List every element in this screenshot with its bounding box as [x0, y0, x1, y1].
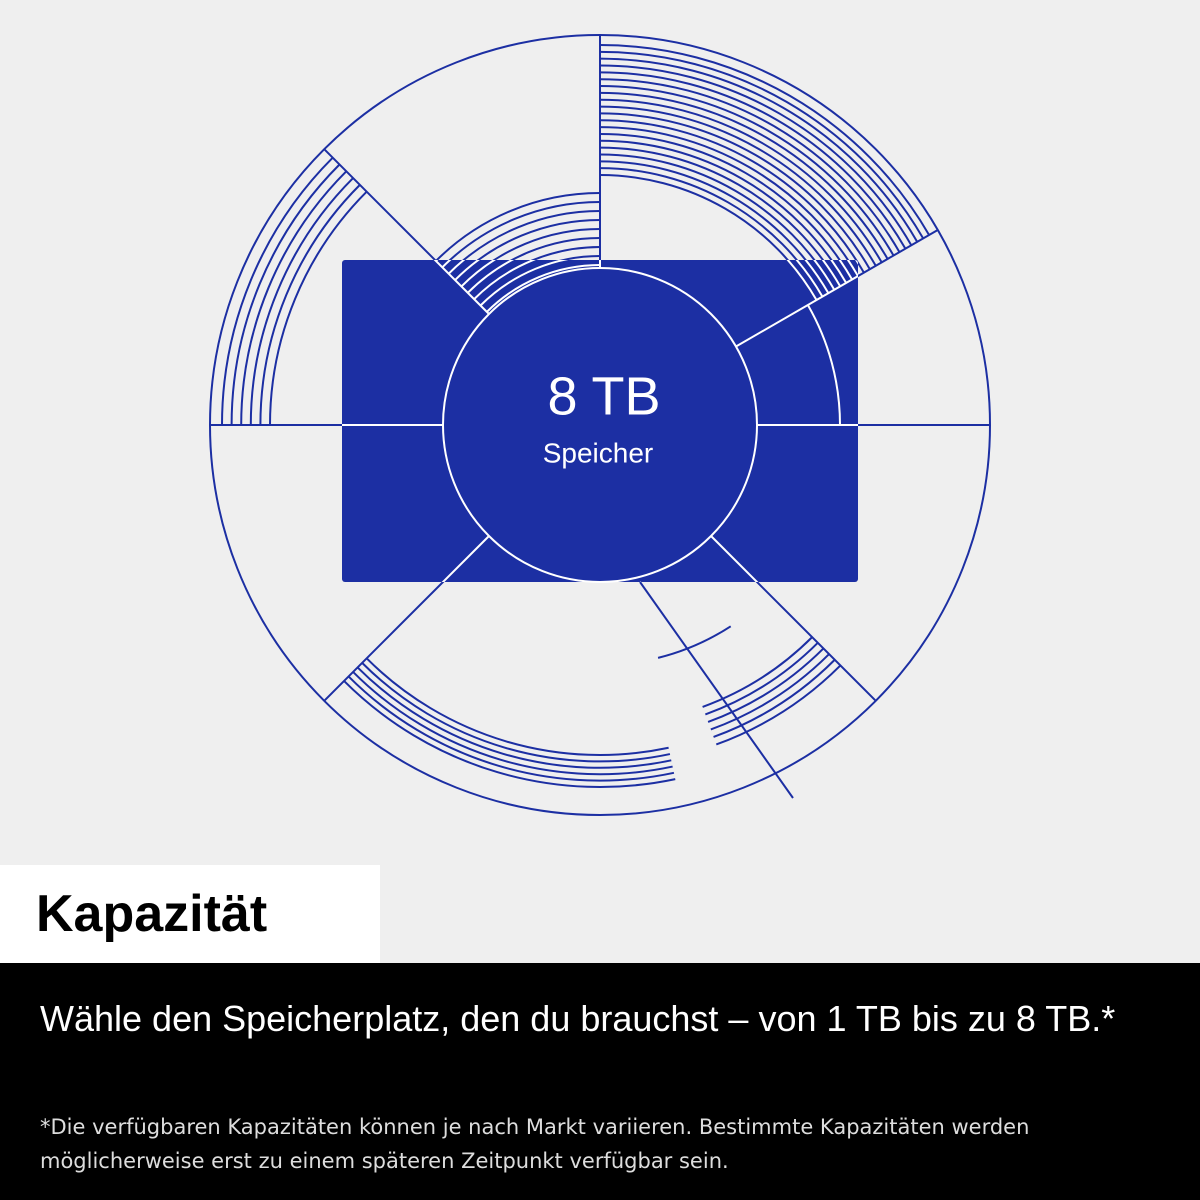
arc — [362, 663, 670, 762]
arc — [343, 680, 676, 788]
arc — [806, 304, 841, 426]
spoke — [639, 581, 794, 799]
arc — [342, 260, 354, 426]
arc — [269, 190, 368, 426]
arc — [441, 201, 601, 269]
arc — [599, 126, 859, 277]
arc — [599, 44, 930, 236]
capacity-panel — [342, 260, 858, 582]
headline: Wähle den Speicherplatz, den du brauchst… — [40, 998, 1116, 1039]
arc — [599, 146, 842, 287]
arc — [704, 642, 819, 716]
arc — [657, 625, 732, 659]
arc — [347, 675, 675, 782]
arc — [221, 157, 334, 426]
arc — [361, 662, 671, 763]
arc — [454, 260, 601, 281]
arc — [599, 153, 836, 291]
arc — [259, 184, 361, 426]
arc — [599, 91, 889, 260]
arc — [230, 163, 341, 426]
footnote: *Die verfügbaren Kapazitäten können je n… — [40, 1115, 1030, 1173]
arc — [479, 260, 601, 307]
arc — [599, 78, 901, 253]
arc — [365, 657, 669, 756]
capacity-value: 8 TB — [547, 366, 660, 426]
arc — [352, 671, 673, 776]
arc — [707, 647, 825, 723]
arc — [356, 666, 672, 769]
arc — [599, 85, 895, 257]
arc — [473, 260, 601, 300]
badge: Kapazität — [0, 865, 380, 963]
arc — [240, 170, 347, 426]
capacity-label: Speicher — [543, 437, 654, 468]
arc — [599, 132, 853, 280]
arc — [342, 260, 347, 426]
arc — [599, 260, 818, 301]
arc — [486, 264, 601, 313]
arc — [367, 658, 669, 755]
arc — [599, 57, 919, 243]
arc — [599, 112, 871, 270]
arc — [460, 260, 601, 288]
spoke — [710, 535, 858, 582]
arc — [599, 139, 847, 284]
arc — [349, 676, 674, 780]
arc — [658, 626, 731, 658]
arc — [467, 260, 601, 294]
arc — [599, 105, 877, 267]
description-band — [0, 963, 1200, 1200]
arc — [358, 667, 672, 767]
arc — [344, 681, 675, 787]
arc — [599, 119, 865, 274]
arc — [599, 260, 824, 298]
line-art-highlight — [342, 45, 929, 787]
arc — [599, 64, 913, 246]
storage-graphic: 8 TB Speicher — [209, 34, 991, 816]
spoke — [342, 535, 490, 582]
arc — [599, 260, 830, 294]
arc — [599, 50, 925, 239]
arc — [713, 659, 836, 738]
arc — [599, 71, 907, 250]
arc — [710, 653, 830, 731]
arc — [715, 664, 842, 746]
spoke — [735, 260, 858, 348]
inner-circle — [442, 267, 758, 583]
arc — [435, 192, 601, 262]
arc — [600, 45, 929, 235]
arc — [249, 177, 354, 426]
arc — [702, 636, 813, 708]
arc — [447, 260, 601, 275]
arc — [599, 98, 883, 263]
